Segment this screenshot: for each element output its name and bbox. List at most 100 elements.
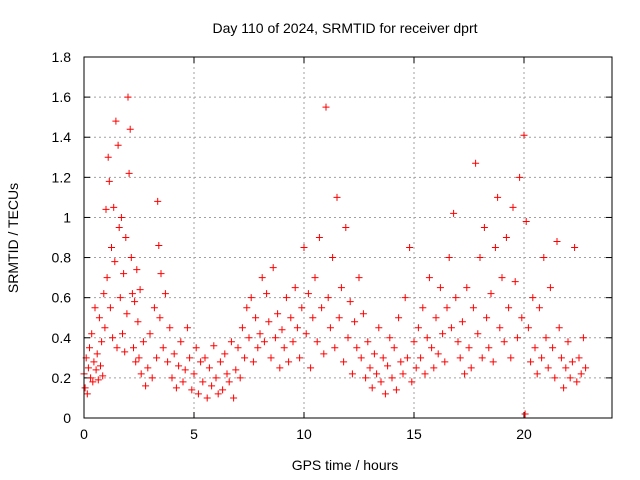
data-point [375, 324, 383, 332]
data-point [315, 234, 323, 241]
data-point [179, 378, 187, 386]
data-point [133, 266, 141, 274]
data-point [472, 159, 480, 167]
data-point [130, 344, 137, 352]
x-tick-labels: 0 5 10 15 20 [80, 426, 532, 442]
data-point [491, 244, 499, 252]
data-point [450, 209, 458, 217]
data-point [131, 298, 139, 306]
data-point [309, 314, 317, 322]
data-point [263, 290, 271, 298]
data-point [123, 310, 131, 318]
data-point [362, 374, 370, 382]
data-point [81, 384, 89, 392]
data-point [119, 330, 126, 338]
data-point [225, 378, 233, 386]
data-point [83, 390, 91, 398]
data-point [469, 304, 477, 312]
data-point [203, 394, 211, 402]
data-point [540, 254, 548, 262]
data-point [425, 274, 433, 282]
chart-title: Day 110 of 2024, SRMTID for receiver dpr… [212, 20, 477, 36]
data-point [199, 378, 207, 386]
data-point [172, 384, 180, 392]
data-point [533, 370, 541, 378]
data-point [456, 354, 464, 362]
data-point [560, 384, 568, 392]
data-point [100, 290, 108, 298]
data-point [313, 338, 321, 346]
data-point [386, 334, 394, 342]
y-tick-label: 0.8 [52, 250, 72, 266]
data-point [458, 318, 466, 326]
data-point [551, 374, 559, 382]
data-point [522, 217, 530, 225]
data-point [104, 153, 112, 161]
data-point [269, 264, 277, 272]
data-point [234, 344, 242, 352]
data-point [384, 362, 392, 370]
data-point [423, 334, 431, 342]
x-tick-label: 10 [296, 426, 312, 442]
y-tick-label: 1.6 [52, 89, 72, 105]
data-point [507, 354, 515, 362]
data-point [210, 342, 218, 350]
data-point [527, 358, 535, 366]
data-point [271, 334, 279, 342]
y-tick-label: 1.2 [52, 169, 72, 185]
data-point [296, 354, 304, 362]
data-point [208, 382, 216, 390]
data-point [88, 330, 96, 338]
data-point [357, 354, 365, 362]
data-point [134, 318, 142, 326]
data-point [159, 344, 167, 352]
data-point [454, 338, 462, 346]
x-tick-label: 15 [406, 426, 422, 442]
data-point [395, 314, 403, 322]
data-point [467, 364, 475, 372]
data-point [154, 197, 162, 205]
data-point [513, 334, 521, 342]
data-point [132, 358, 140, 366]
data-point [153, 354, 161, 362]
plot-border [83, 56, 613, 419]
data-point [516, 173, 524, 181]
data-point [476, 254, 484, 262]
data-point [520, 131, 528, 139]
data-point [247, 294, 255, 302]
data-point [494, 193, 502, 201]
data-point [335, 314, 343, 322]
data-point [87, 374, 95, 382]
data-point [93, 350, 101, 358]
data-point [170, 350, 178, 358]
data-point [116, 294, 124, 302]
data-point [502, 234, 510, 241]
data-point [439, 330, 447, 338]
data-points [80, 93, 590, 418]
data-point [406, 244, 414, 252]
data-point [535, 304, 543, 312]
data-point [110, 203, 118, 211]
data-point [355, 274, 363, 282]
data-point [126, 125, 134, 133]
data-point [412, 364, 420, 372]
data-point [428, 344, 436, 352]
data-point [274, 310, 282, 318]
data-point [289, 338, 297, 346]
data-point [318, 304, 326, 312]
data-point [168, 374, 176, 382]
data-point [238, 324, 246, 332]
data-point [401, 294, 409, 302]
data-point [408, 378, 416, 386]
data-point [109, 334, 117, 342]
y-tick-label: 1.4 [52, 129, 72, 145]
data-point [452, 294, 460, 302]
data-point [300, 244, 308, 252]
data-point [582, 364, 590, 372]
data-point [108, 244, 115, 252]
data-point [322, 103, 330, 111]
data-point [115, 223, 123, 231]
data-point [186, 354, 194, 362]
data-point [197, 358, 205, 366]
